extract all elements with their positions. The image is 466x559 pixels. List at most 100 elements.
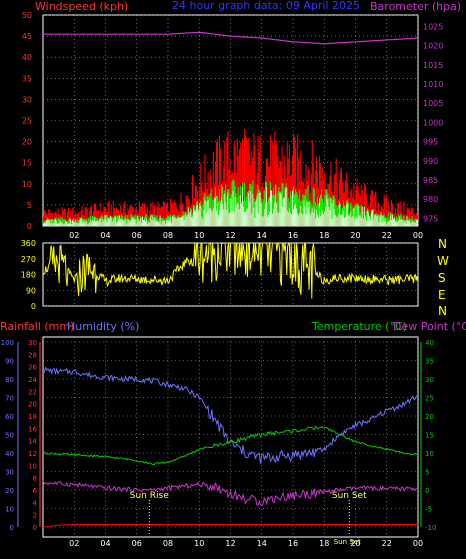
temp-x-tick-6: 14: [257, 539, 267, 548]
compass-label-w: W: [437, 254, 449, 268]
wind-x-tick-0: 02: [69, 231, 79, 240]
windspeed-label: Windspeed (kph): [35, 0, 128, 13]
rainfall-tick-9: 18: [28, 413, 37, 421]
compass-label-s: S: [438, 271, 446, 285]
sunset-label: Sun Set: [332, 491, 367, 501]
barometer-tick-8: 1015: [423, 61, 443, 70]
humidity-tick-3: 30: [5, 469, 14, 477]
temperature-tick-4: 10: [425, 450, 434, 458]
barometer-series: [43, 31, 419, 45]
barometer-tick-6: 1005: [423, 99, 443, 108]
temp-x-tick-10: 22: [382, 539, 392, 548]
rainfall-tick-3: 6: [33, 487, 38, 495]
humidity-label: Humidity (%): [67, 320, 139, 333]
rainfall-tick-8: 16: [28, 425, 37, 433]
humidity-tick-4: 40: [5, 450, 14, 458]
rainfall-tick-5: 10: [28, 462, 37, 470]
humidity-line: [42, 366, 419, 464]
temp-x-tick-5: 12: [225, 539, 235, 548]
sunrise-label: Sun Rise: [130, 491, 169, 501]
rainfall-tick-12: 24: [28, 376, 37, 384]
temperature-tick-2: 0: [425, 487, 429, 495]
temp-x-tick-4: 10: [194, 539, 204, 548]
wind-x-tick-4: 10: [194, 231, 204, 240]
direction-tick-1: 90: [26, 286, 36, 295]
temp-time-axis: 02 04 06 08 10 12 14 16 18 20 22 00: [69, 539, 423, 548]
rainfall-tick-13: 26: [28, 364, 37, 372]
temperature-tick-9: 35: [425, 358, 434, 366]
rainfall-tick-15: 30: [28, 339, 37, 347]
dewpoint-series: [42, 480, 419, 506]
temp-x-tick-8: 18: [319, 539, 329, 548]
windspeed-axis: 0 5 10 15 20 25 30 35 40 45 50: [22, 11, 32, 231]
barometer-tick-7: 1010: [423, 80, 443, 89]
rainfall-tick-10: 20: [28, 401, 37, 409]
temp-x-tick-11: 00: [413, 539, 423, 548]
humidity-series: [42, 366, 419, 464]
rainfall-tick-1: 2: [33, 512, 37, 520]
rainfall-line: [42, 524, 418, 528]
wind-x-tick-9: 20: [350, 231, 360, 240]
temp-x-tick-9: 20: [350, 539, 360, 548]
windspeed-tick-0: 0: [27, 222, 32, 231]
barometer-tick-2: 985: [423, 176, 438, 185]
wind-x-tick-2: 06: [132, 231, 142, 240]
windspeed-tick-10: 50: [22, 11, 32, 20]
barometer-axis: 975 980 985 990 995 1000 1005 1010 1015 1020 1025: [423, 23, 443, 224]
rainfall-series: [42, 524, 418, 528]
humidity-tick-0: 0: [10, 524, 14, 532]
barometer-tick-0: 975: [423, 214, 438, 223]
compass-label-n-bottom: N: [438, 304, 447, 318]
windspeed-series: [42, 128, 419, 226]
wind-x-tick-5: 12: [225, 231, 235, 240]
rainfall-tick-7: 14: [28, 438, 37, 446]
rainfall-tick-6: 12: [28, 450, 37, 458]
temperature-tick-6: 20: [425, 413, 434, 421]
direction-tick-0: 0: [31, 302, 36, 311]
wind-x-tick-11: 00: [413, 231, 423, 240]
temperature-tick-3: 5: [425, 469, 429, 477]
windspeed-tick-5: 25: [22, 117, 32, 126]
rainfall-tick-4: 8: [33, 475, 37, 483]
direction-panel-grid: [43, 242, 419, 307]
temperature-tick-10: 40: [425, 339, 434, 347]
wind-x-tick-1: 04: [100, 231, 110, 240]
rainfall-tick-14: 28: [28, 351, 37, 359]
windspeed-tick-9: 45: [22, 32, 32, 41]
humidity-tick-2: 20: [5, 487, 14, 495]
windspeed-tick-2: 10: [22, 180, 32, 189]
wind-x-tick-7: 16: [288, 231, 298, 240]
temperature-tick-7: 25: [425, 395, 434, 403]
temp-x-tick-0: 02: [69, 539, 79, 548]
barometer-tick-9: 1020: [423, 42, 443, 51]
direction-axis: 0 90 180 270 360: [21, 239, 36, 311]
humidity-tick-9: 90: [5, 358, 14, 366]
windspeed-tick-3: 15: [22, 159, 32, 168]
temperature-tick-0: -10: [425, 524, 436, 532]
barometer-label: Barometer (hpa): [370, 0, 461, 13]
windspeed-tick-8: 40: [22, 53, 32, 62]
temperature-line: [42, 425, 419, 466]
wind-time-axis: 02 04 06 08 10 12 14 16 18 20 22 00: [69, 231, 423, 240]
humidity-tick-6: 60: [5, 413, 14, 421]
wind-x-tick-3: 08: [163, 231, 173, 240]
temperature-label: Temperature (°C): [311, 320, 407, 333]
humidity-tick-1: 10: [5, 506, 14, 514]
wind-direction-series: [42, 242, 419, 299]
temperature-axis: -10 -5 0 5 10 15 20 25 30 35 40: [420, 339, 436, 532]
rainfall-tick-0: 0: [33, 524, 37, 532]
temp-x-tick-2: 06: [132, 539, 142, 548]
compass-label-e: E: [438, 288, 446, 302]
wind-x-tick-10: 22: [382, 231, 392, 240]
wind-direction-line: [42, 242, 419, 299]
temperature-tick-8: 30: [425, 376, 434, 384]
humidity-axis: 0 10 20 30 40 50 60 70 80 90 100: [1, 339, 19, 532]
humidity-tick-7: 70: [5, 395, 14, 403]
dewpoint-label: Dew Point (°C): [393, 320, 466, 333]
rainfall-tick-2: 4: [33, 499, 38, 507]
barometer-tick-3: 990: [423, 157, 438, 166]
temperature-series: [42, 425, 419, 466]
